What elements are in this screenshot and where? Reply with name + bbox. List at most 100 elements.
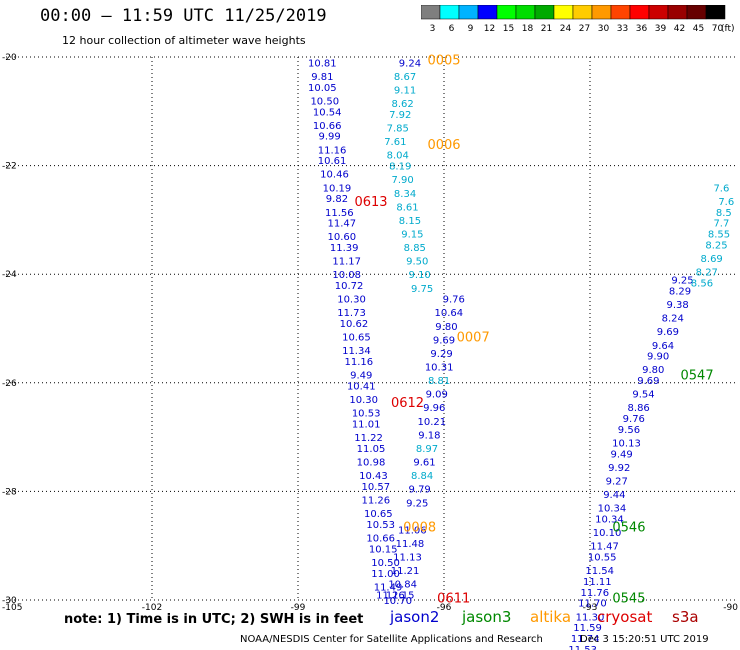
jason2-wave-height-point: 9.69 bbox=[433, 335, 455, 346]
pass-time-label: 0546 bbox=[612, 521, 645, 536]
altika-wave-height-point: 8.85 bbox=[404, 243, 426, 254]
jason3-wave-height-point: 11.70 bbox=[578, 599, 607, 610]
jason2-wave-height-point: 10.62 bbox=[340, 319, 369, 330]
jason2-wave-height-point: 11.47 bbox=[327, 219, 356, 230]
jason2-wave-height-point: 10.65 bbox=[364, 509, 393, 520]
jason3-wave-height-point: 9.27 bbox=[606, 477, 628, 488]
jason2-wave-height-point: 11.49 bbox=[374, 582, 403, 593]
jason2-wave-height-point: 9.76 bbox=[443, 295, 465, 306]
jason2-wave-height-point: 10.31 bbox=[425, 363, 454, 374]
altika-wave-height-point: 7.61 bbox=[384, 137, 406, 148]
jason2-wave-height-point: 10.15 bbox=[369, 544, 398, 555]
y-tick-label: -24 bbox=[2, 270, 17, 280]
jason3-wave-height-point: 11.59 bbox=[573, 623, 602, 634]
credit-line: NOAA/NESDIS Center for Satellite Applica… bbox=[240, 634, 543, 645]
altika-wave-height-point: 9.50 bbox=[406, 257, 428, 268]
colorbar-tick-label: 15 bbox=[503, 24, 514, 34]
jason2-wave-height-point: 10.50 bbox=[371, 558, 400, 569]
pass-time-label: 0005 bbox=[427, 54, 460, 69]
colorbar-tick-label: 36 bbox=[636, 24, 648, 34]
jason2-wave-height-point: 10.21 bbox=[418, 417, 447, 428]
jason2-wave-height-point: 11.15 bbox=[386, 591, 415, 602]
altika-wave-height-point: 8.55 bbox=[708, 229, 730, 240]
altika-wave-height-point: 8.61 bbox=[396, 202, 418, 213]
pass-time-label: 0007 bbox=[457, 331, 490, 346]
x-tick-label: -99 bbox=[291, 603, 306, 613]
altika-wave-height-point: 8.04 bbox=[387, 151, 409, 162]
footer-note: note: 1) Time is in UTC; 2) SWH is in fe… bbox=[64, 612, 364, 627]
jason2-wave-height-point: 9.25 bbox=[406, 498, 428, 509]
jason3-wave-height-point: 9.38 bbox=[666, 300, 688, 311]
pass-time-label: 0611 bbox=[437, 591, 470, 606]
x-tick-label: -93 bbox=[583, 603, 598, 613]
colorbar-tick-label: 12 bbox=[484, 24, 495, 34]
jason3-wave-height-point: 10.10 bbox=[593, 528, 622, 539]
jason3-wave-height-point: 9.44 bbox=[603, 490, 625, 501]
jason2-wave-height-point: 10.84 bbox=[388, 580, 417, 591]
jason2-wave-height-point: 11.26 bbox=[362, 496, 391, 507]
altika-wave-height-point: 8.69 bbox=[701, 254, 723, 265]
colorbar-tick-label: 39 bbox=[655, 24, 667, 34]
altika-wave-height-point: 8.56 bbox=[691, 278, 713, 289]
jason3-wave-height-point: 10.34 bbox=[595, 515, 624, 526]
jason2-wave-height-point: 9.49 bbox=[350, 371, 372, 382]
jason2-wave-height-point: 9.29 bbox=[430, 349, 452, 360]
jason2-wave-height-point: 11.26 bbox=[376, 591, 405, 602]
altika-wave-height-point: 8.27 bbox=[696, 267, 718, 278]
jason3-wave-height-point: 8.24 bbox=[662, 314, 684, 325]
pass-time-label: 0008 bbox=[403, 521, 436, 536]
jason3-wave-height-point: 9.80 bbox=[642, 365, 664, 376]
color-scale-legend: 3 6 9 12 15 18 21 24 27 30 33 36 39 42 45 70(ft) bbox=[421, 5, 735, 34]
x-tick-label: -90 bbox=[723, 603, 738, 613]
jason2-wave-height-point: 10.53 bbox=[366, 520, 395, 531]
jason2-wave-height-point: 9.18 bbox=[418, 430, 440, 441]
legend-cryosat: cryosat bbox=[597, 608, 653, 626]
jason3-wave-height-point: 9.25 bbox=[671, 276, 693, 287]
jason3-wave-height-point: 9.56 bbox=[618, 425, 640, 436]
altika-wave-height-point: 7.92 bbox=[389, 110, 411, 121]
jason2-wave-height-point: 10.60 bbox=[327, 232, 356, 243]
jason3-wave-height-point: 9.64 bbox=[652, 341, 674, 352]
jason2-wave-height-point: 11.16 bbox=[345, 357, 374, 368]
jason3-wave-height-point: 9.69 bbox=[657, 327, 679, 338]
colorbar-tick-label: 6 bbox=[449, 24, 455, 34]
altika-wave-height-point: 8.25 bbox=[705, 240, 727, 251]
jason2-wave-height-point: 10.70 bbox=[383, 596, 412, 607]
jason2-wave-height-point: 9.81 bbox=[311, 72, 333, 83]
altika-wave-height-point: 7.7 bbox=[713, 219, 729, 230]
colorbar-tick-label: 30 bbox=[598, 24, 610, 34]
y-tick-label: -22 bbox=[2, 162, 17, 172]
y-tick-label: -20 bbox=[2, 53, 17, 63]
jason2-wave-height-point: 11.73 bbox=[337, 308, 366, 319]
jason2-wave-height-point: 11.00 bbox=[371, 569, 400, 580]
jason3-wave-height-point: 9.92 bbox=[608, 463, 630, 474]
y-tick-label: -28 bbox=[2, 487, 17, 497]
colorbar-tick-label: 45 bbox=[693, 24, 704, 34]
jason2-wave-height-point: 10.64 bbox=[435, 308, 464, 319]
jason2-wave-height-point: 10.19 bbox=[323, 183, 352, 194]
jason2-wave-height-point: 11.48 bbox=[396, 539, 425, 550]
altika-wave-height-point: 9.11 bbox=[394, 86, 416, 97]
jason3-wave-height-point: 10.55 bbox=[588, 553, 617, 564]
pass-time-label: 0612 bbox=[391, 396, 424, 411]
altika-wave-height-point: 7.90 bbox=[392, 175, 414, 186]
pass-time-label: 0006 bbox=[427, 138, 460, 153]
jason2-wave-height-point: 11.16 bbox=[318, 145, 347, 156]
jason2-wave-height-point: 10.65 bbox=[342, 333, 371, 344]
altika-wave-height-point: 8.15 bbox=[399, 216, 421, 227]
jason2-wave-height-point: 11.13 bbox=[393, 553, 422, 564]
jason2-wave-height-point: 10.53 bbox=[352, 409, 381, 420]
altika-wave-height-point: 8.62 bbox=[392, 99, 414, 110]
jason3-wave-height-point: 8.29 bbox=[669, 286, 691, 297]
y-tick-label: -30 bbox=[2, 596, 17, 606]
altika-wave-height-point: 8.84 bbox=[411, 471, 433, 482]
jason2-wave-height-point: 10.66 bbox=[366, 534, 395, 545]
jason3-wave-height-point: 11.47 bbox=[590, 542, 619, 553]
jason3-wave-height-point: 11.76 bbox=[581, 588, 610, 599]
jason3-wave-height-point: 9.49 bbox=[611, 449, 633, 460]
altika-wave-height-point: 9.15 bbox=[401, 229, 423, 240]
jason3-wave-height-point: 9.54 bbox=[632, 390, 654, 401]
jason3-wave-height-point: 11.11 bbox=[583, 577, 612, 588]
pass-time-label: 0613 bbox=[354, 195, 387, 210]
